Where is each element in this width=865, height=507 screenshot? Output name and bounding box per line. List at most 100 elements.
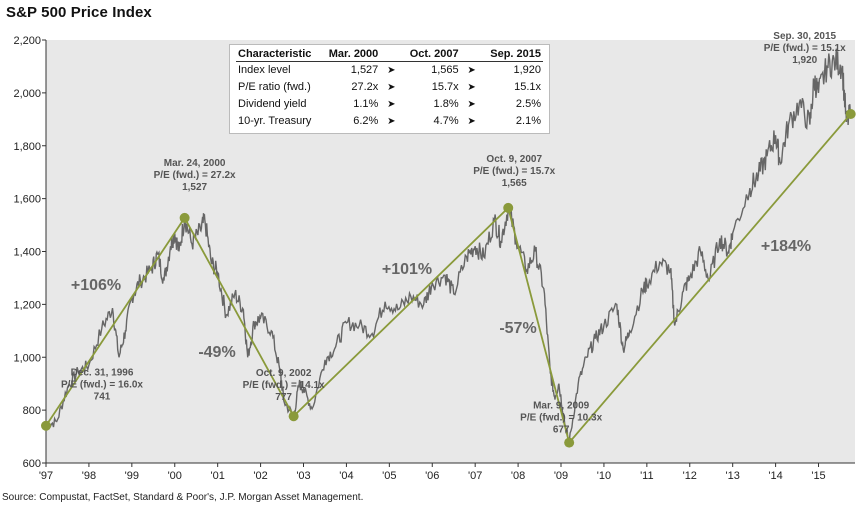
x-tick-label: '13	[726, 470, 740, 482]
percent-change-label: -49%	[198, 344, 235, 361]
extremum-label: P/E (fwd.) = 14.1x	[243, 380, 325, 391]
table-cell: Index level	[238, 64, 291, 76]
percent-change-label: +101%	[382, 261, 432, 278]
table-cell: 1,565	[431, 64, 459, 76]
table-cell: Dividend yield	[238, 98, 307, 110]
arrow-right-icon: ➤	[387, 99, 396, 110]
x-tick-label: '08	[511, 470, 525, 482]
table-cell: 15.7x	[431, 81, 459, 93]
trend-line	[45, 113, 852, 445]
percent-change-label: -57%	[499, 320, 536, 337]
arrow-right-icon: ➤	[467, 65, 476, 76]
y-tick-label: 2,200	[13, 35, 41, 47]
extremum-marker	[845, 109, 856, 120]
marker-group	[41, 109, 856, 448]
y-tick-label: 1,200	[13, 299, 41, 311]
extremum-label: P/E (fwd.) = 16.0x	[61, 380, 143, 391]
price-series-line	[45, 48, 852, 445]
extremum-label: Oct. 9, 2002	[256, 368, 312, 379]
extremum-label: Dec. 31, 1996	[71, 368, 134, 379]
x-tick-label: '06	[425, 470, 439, 482]
x-tick-label: '15	[811, 470, 825, 482]
table-header: Sep. 2015	[482, 47, 543, 62]
x-tick-label: '05	[382, 470, 396, 482]
extremum-label: 1,527	[182, 182, 207, 193]
extremum-marker	[179, 212, 190, 223]
table-header: Mar. 2000	[321, 47, 381, 62]
x-tick-label: '04	[339, 470, 353, 482]
y-tick-label: 1,000	[13, 352, 41, 364]
x-tick-label: '14	[768, 470, 782, 482]
x-tick-label: '07	[468, 470, 482, 482]
percent-change-label: +106%	[71, 277, 121, 294]
y-tick-label: 800	[23, 405, 41, 417]
x-tick-label: '12	[683, 470, 697, 482]
table-row: Index level 1,527 ➤ 1,565 ➤ 1,920	[236, 62, 543, 80]
arrow-right-icon: ➤	[467, 116, 476, 127]
table-cell: 27.2x	[351, 81, 379, 93]
table-cell: 15.1x	[514, 81, 541, 93]
extremum-label: 1,565	[502, 178, 527, 189]
arrow-right-icon: ➤	[467, 99, 476, 110]
extremum-label: P/E (fwd.) = 15.7x	[473, 166, 555, 177]
table-row: 10-yr. Treasury 6.2% ➤ 4.7% ➤ 2.1%	[236, 113, 543, 130]
table-cell: 6.2%	[353, 115, 379, 127]
x-tick-label: '00	[168, 470, 182, 482]
chart-title: S&P 500 Price Index	[6, 4, 152, 21]
table-cell: 2.5%	[515, 98, 541, 110]
table-cell: 1.1%	[353, 98, 379, 110]
arrow-right-icon: ➤	[387, 116, 396, 127]
extremum-marker	[41, 420, 51, 431]
table-cell: 4.7%	[433, 115, 459, 127]
table-cell: 1,920	[513, 64, 541, 76]
x-tick-label: '98	[82, 470, 96, 482]
arrow-right-icon: ➤	[467, 82, 476, 93]
x-tick-label: '09	[554, 470, 568, 482]
extremum-label: Mar. 9, 2009	[533, 401, 590, 412]
extremum-marker	[503, 202, 514, 213]
x-tick-label: '01	[210, 470, 224, 482]
extremum-label: 677	[553, 425, 570, 436]
table-row: Dividend yield 1.1% ➤ 1.8% ➤ 2.5%	[236, 96, 543, 113]
y-tick-label: 1,600	[13, 194, 41, 206]
arrow-right-icon: ➤	[387, 82, 396, 93]
x-tick-label: '10	[597, 470, 611, 482]
table-cell: P/E ratio (fwd.)	[238, 81, 311, 93]
table-cell: 1,527	[350, 64, 379, 76]
y-tick-label: 1,400	[13, 247, 41, 259]
price-chart: 600 800 1,000 1,200 1,400 1,600 1,800 2,000 2,20…	[13, 31, 856, 482]
table-row: P/E ratio (fwd.) 27.2x ➤ 15.7x ➤ 15.1x	[236, 79, 543, 96]
extremum-label: P/E (fwd.) = 15.1x	[764, 43, 846, 54]
table-header: Oct. 2007	[402, 47, 461, 62]
table-cell: 1.8%	[433, 98, 459, 110]
x-tick-label: '03	[296, 470, 310, 482]
x-tick-label: '11	[640, 470, 654, 482]
x-tick-label: '99	[125, 470, 139, 482]
extremum-marker	[288, 411, 299, 422]
x-tick-label: '97	[39, 470, 53, 482]
y-axis: 600 800 1,000 1,200 1,400 1,600 1,800 2,000 2,20…	[13, 35, 47, 470]
change-label-group: +106% -49% +101% -57% +184%	[71, 238, 811, 361]
percent-change-label: +184%	[761, 238, 811, 255]
extremum-label: Sep. 30, 2015	[773, 31, 836, 42]
extremum-label: 777	[275, 392, 292, 403]
table-header: Characteristic	[236, 47, 322, 62]
extremum-label: Oct. 9, 2007	[486, 154, 542, 165]
extremum-marker	[564, 437, 575, 448]
extremum-label: 1,920	[792, 55, 817, 66]
extremum-label: P/E (fwd.) = 27.2x	[154, 170, 236, 181]
source-note: Source: Compustat, FactSet, Standard & P…	[2, 492, 364, 503]
y-tick-label: 2,000	[13, 88, 41, 100]
x-axis: '97 '98 '99 '00 '01 '02 '03 '04 '05 '06 '07 '08 '09 '…	[39, 462, 855, 482]
y-tick-label: 600	[23, 458, 41, 470]
table-cell: 2.1%	[515, 115, 541, 127]
characteristics-table: Characteristic Mar. 2000 Oct. 2007 Sep. …	[229, 44, 550, 134]
extremum-label: 741	[94, 392, 111, 403]
y-tick-label: 1,800	[13, 141, 41, 153]
x-tick-label: '02	[253, 470, 267, 482]
extremum-label: Mar. 24, 2000	[164, 158, 226, 169]
extremum-label: P/E (fwd.) = 10.3x	[520, 413, 602, 424]
table-header-row: Characteristic Mar. 2000 Oct. 2007 Sep. …	[236, 47, 543, 62]
table-cell: 10-yr. Treasury	[238, 115, 312, 127]
